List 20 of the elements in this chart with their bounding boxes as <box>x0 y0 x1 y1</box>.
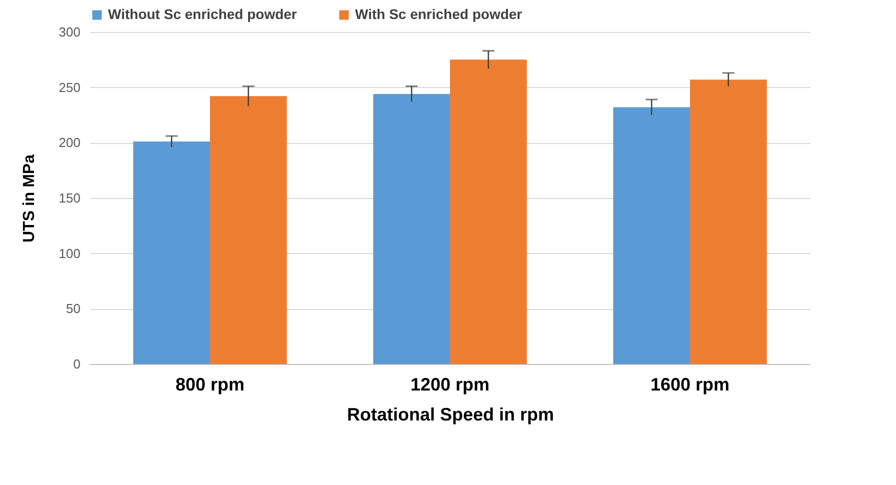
bar <box>210 96 287 364</box>
y-tick-label: 100 <box>58 246 80 261</box>
y-axis-title: UTS in MPa <box>20 154 38 243</box>
bar <box>690 80 767 364</box>
x-tick-label: 800 rpm <box>175 374 245 394</box>
bar <box>133 142 210 364</box>
bar <box>613 107 690 364</box>
y-tick-label: 200 <box>58 135 80 150</box>
y-tick-label: 300 <box>58 24 80 40</box>
legend-label: Without Sc enriched powder <box>108 6 298 22</box>
y-tick-label: 0 <box>73 356 80 372</box>
bar <box>373 94 450 364</box>
legend-label: With Sc enriched powder <box>355 6 523 22</box>
x-tick-label: 1600 rpm <box>650 374 730 394</box>
x-axis-title: Rotational Speed in rpm <box>346 404 554 424</box>
y-tick-label: 250 <box>58 80 80 95</box>
y-tick-label: 150 <box>58 190 80 206</box>
x-tick-label: 1200 rpm <box>410 374 490 394</box>
y-tick-label: 50 <box>66 301 80 316</box>
bar <box>450 60 527 364</box>
